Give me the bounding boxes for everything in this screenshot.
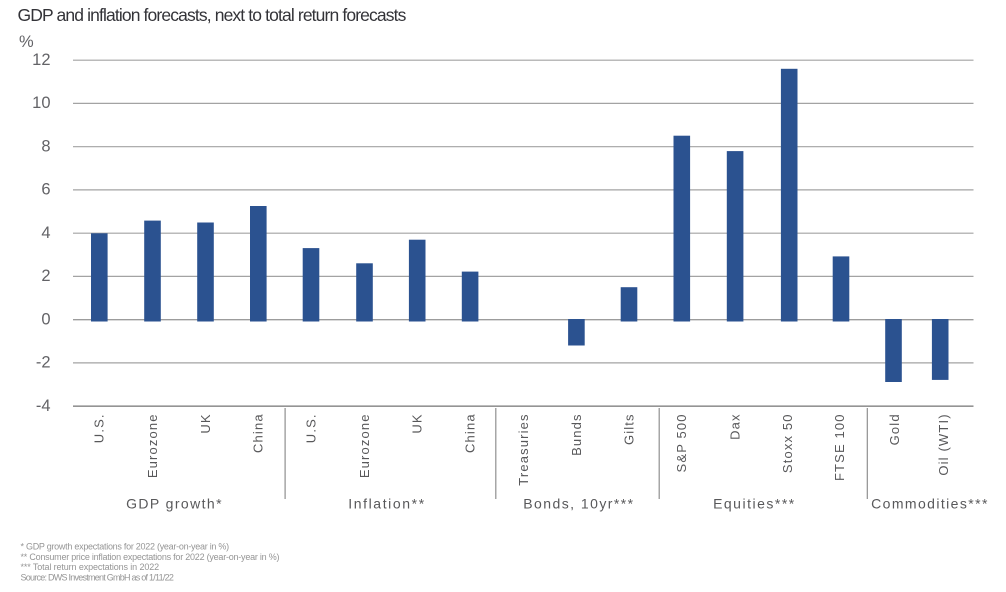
svg-text:FTSE 100: FTSE 100 [832, 413, 847, 481]
svg-text:8: 8 [41, 138, 50, 156]
svg-text:2: 2 [41, 267, 50, 285]
svg-text:12: 12 [32, 51, 50, 69]
svg-text:** Consumer price inflation ex: ** Consumer price inflation expectations… [21, 552, 280, 562]
svg-text:Eurozone: Eurozone [145, 413, 160, 478]
svg-text:Inflation**: Inflation** [348, 496, 426, 512]
svg-text:Gilts: Gilts [621, 413, 636, 445]
svg-text:-4: -4 [36, 397, 51, 415]
svg-text:-2: -2 [36, 354, 51, 372]
svg-text:China: China [463, 413, 478, 453]
svg-text:GDP growth*: GDP growth* [126, 496, 223, 512]
svg-text:GDP and inflation forecasts, n: GDP and inflation forecasts, next to tot… [18, 5, 407, 25]
svg-text:Commodities***: Commodities*** [871, 496, 989, 512]
svg-text:%: % [19, 33, 34, 51]
svg-text:Bunds: Bunds [569, 413, 584, 456]
svg-text:Treasuries: Treasuries [516, 413, 531, 485]
svg-text:Bonds, 10yr***: Bonds, 10yr*** [523, 496, 634, 512]
svg-text:4: 4 [41, 224, 50, 242]
svg-text:U.S.: U.S. [303, 413, 318, 443]
svg-text:Oil (WTI): Oil (WTI) [936, 413, 951, 475]
svg-text:6: 6 [41, 181, 50, 199]
svg-text:0: 0 [41, 311, 50, 329]
svg-text:Source: DWS Investment GmbH as: Source: DWS Investment GmbH as of 1/11/2… [21, 572, 174, 582]
svg-text:Stoxx 50: Stoxx 50 [780, 413, 795, 473]
svg-text:10: 10 [32, 94, 50, 112]
svg-text:China: China [251, 413, 266, 453]
svg-text:*** Total return expectations: *** Total return expectations in 2022 [21, 562, 160, 572]
svg-text:* GDP growth expectations for: * GDP growth expectations for 2022 (year… [21, 542, 230, 552]
svg-text:S&P 500: S&P 500 [674, 413, 689, 472]
svg-text:U.S.: U.S. [92, 413, 107, 443]
svg-text:UK: UK [198, 413, 213, 433]
svg-text:Dax: Dax [728, 413, 743, 440]
svg-text:Equities***: Equities*** [713, 496, 796, 512]
svg-text:UK: UK [410, 413, 425, 433]
svg-text:Gold: Gold [887, 413, 902, 445]
svg-text:Eurozone: Eurozone [357, 413, 372, 478]
